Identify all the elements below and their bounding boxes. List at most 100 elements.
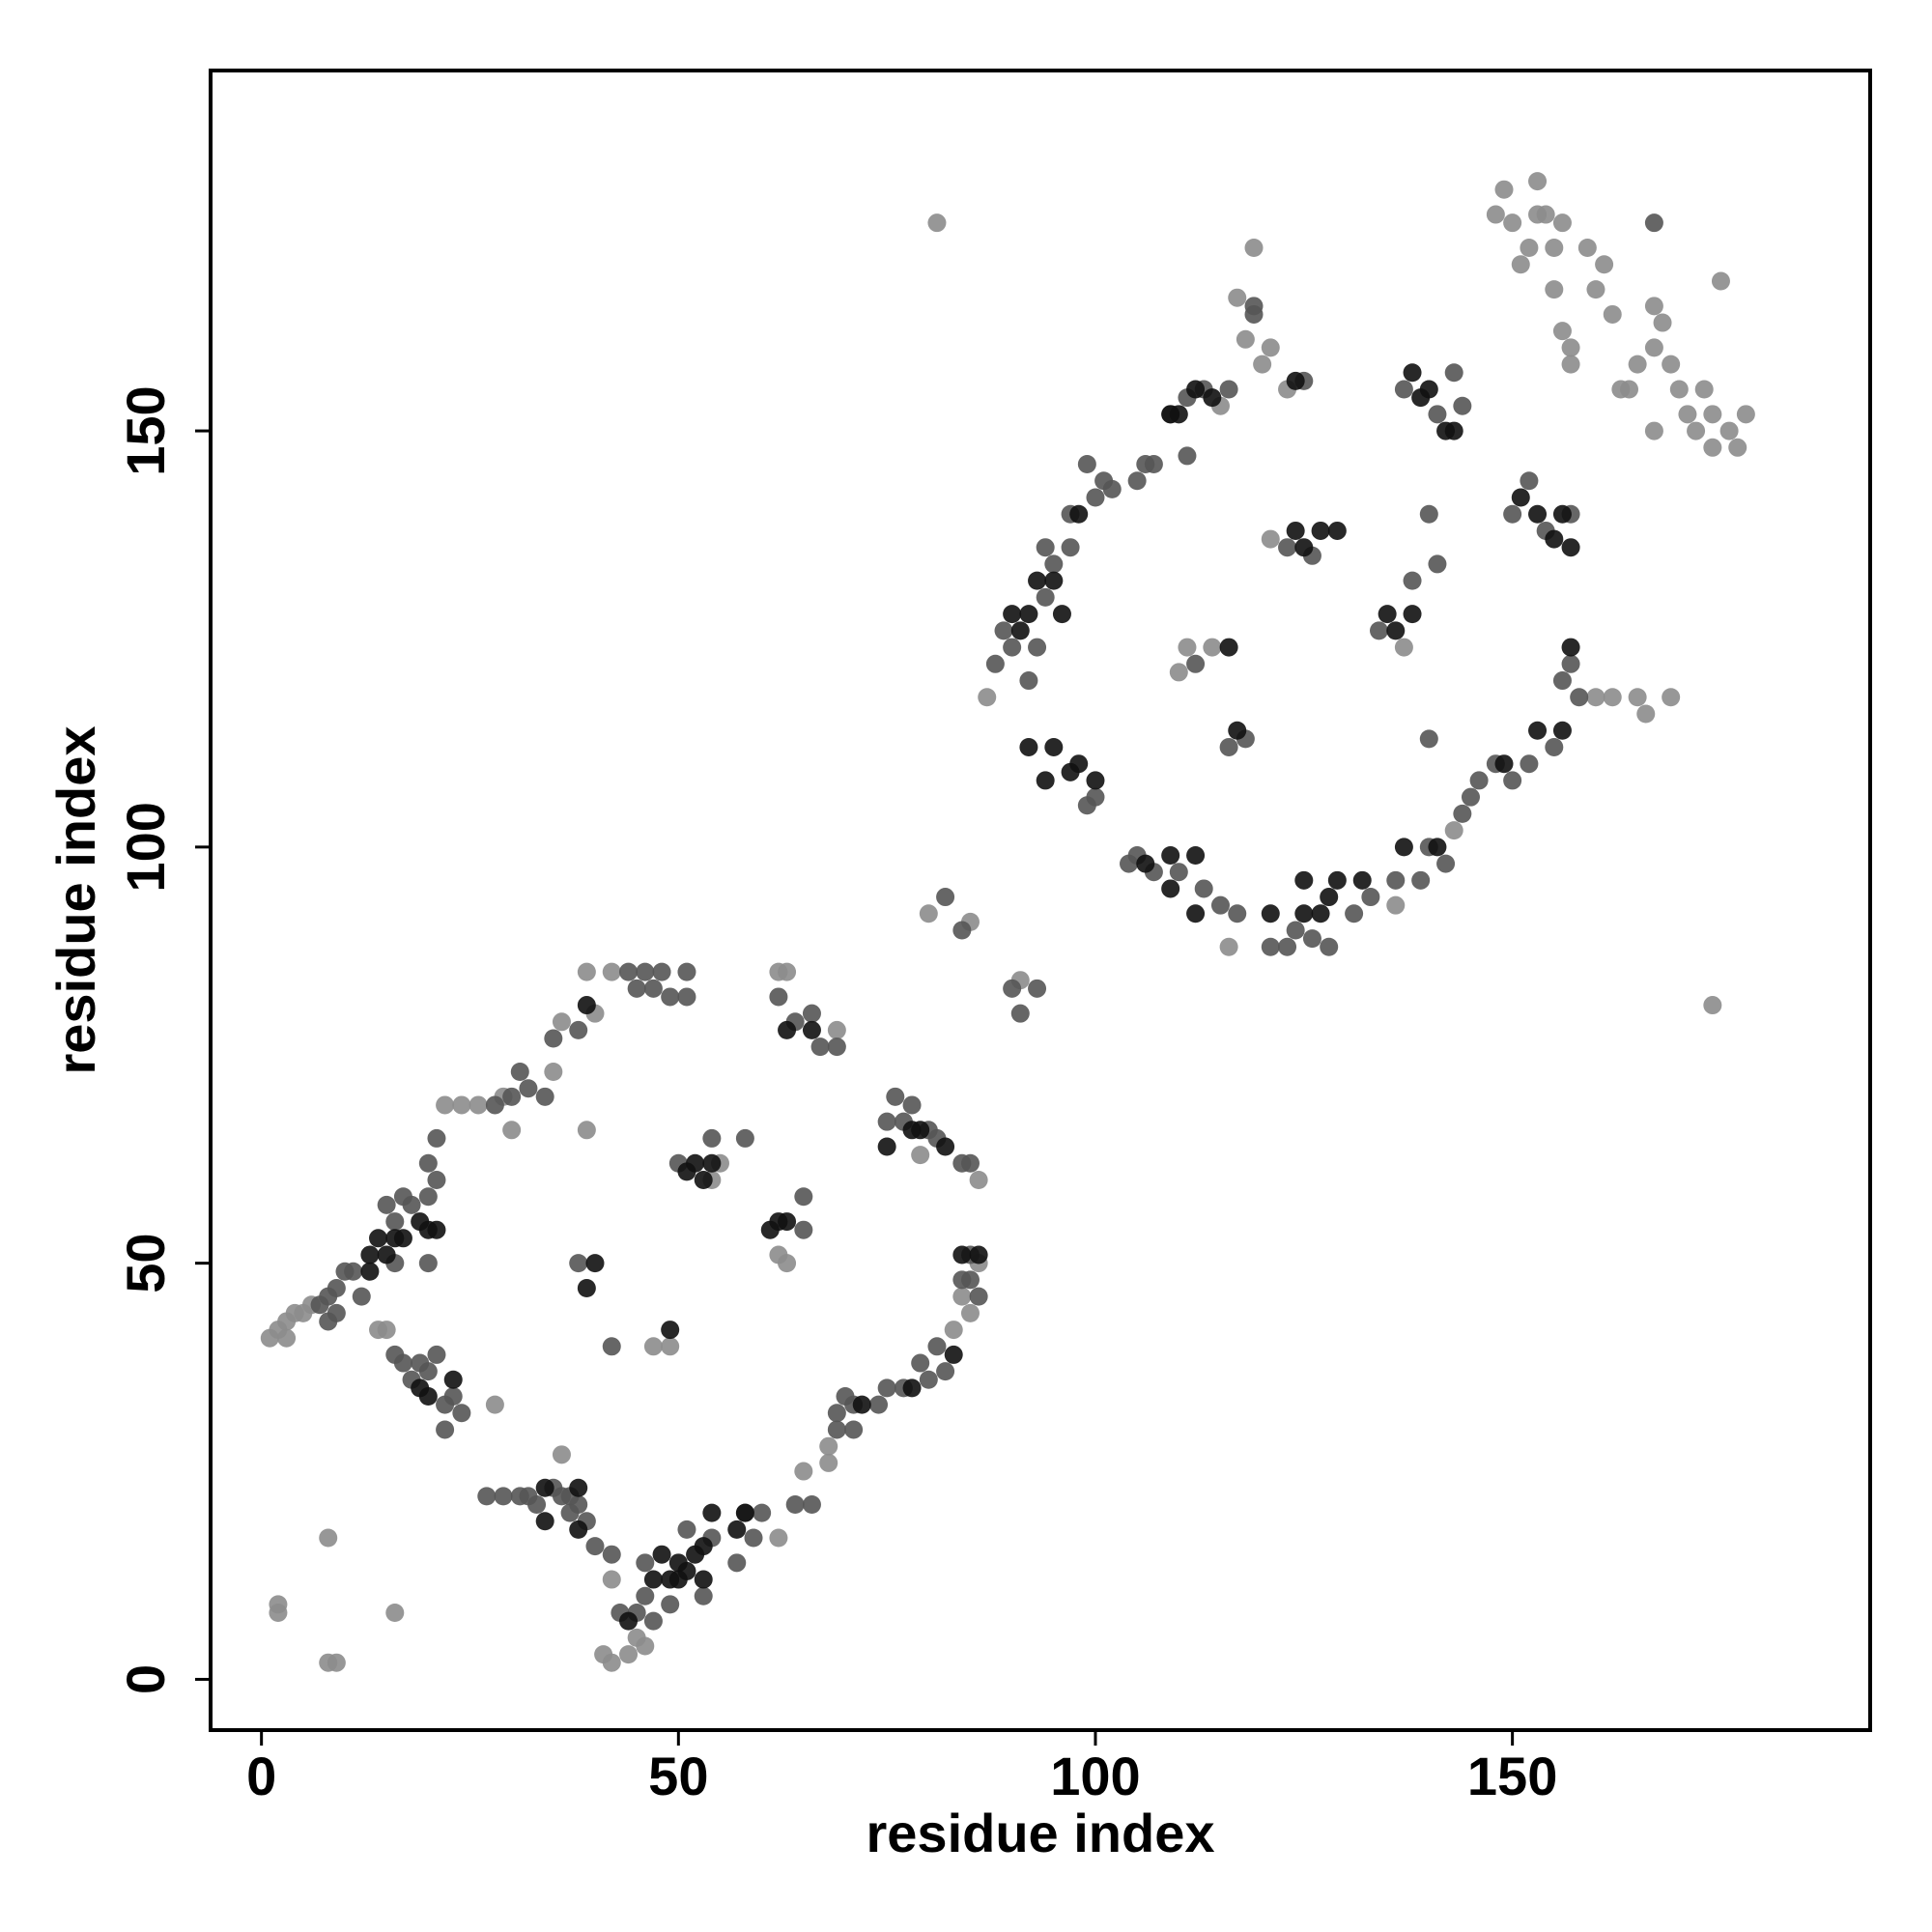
point [385, 1345, 405, 1364]
point [1419, 729, 1438, 749]
point [902, 1095, 922, 1115]
point [427, 1345, 446, 1364]
point [1453, 804, 1472, 823]
point [1436, 854, 1456, 873]
point [552, 1012, 571, 1032]
point [886, 1087, 905, 1106]
point [1545, 239, 1564, 258]
point [1361, 888, 1380, 907]
point [502, 1121, 522, 1140]
point [1703, 438, 1722, 457]
point [1311, 904, 1330, 923]
point [1711, 271, 1730, 291]
point [1444, 421, 1463, 440]
point [352, 1287, 371, 1306]
point [1019, 737, 1038, 756]
point [627, 979, 646, 998]
point [1636, 704, 1656, 724]
point [753, 1503, 772, 1522]
point [436, 1095, 455, 1115]
point [385, 1604, 405, 1623]
point [1687, 421, 1706, 440]
point [1169, 405, 1188, 424]
point [1453, 396, 1472, 415]
point [1703, 405, 1722, 424]
point [1561, 638, 1580, 657]
point [577, 996, 596, 1015]
point [469, 1095, 488, 1115]
point [1411, 870, 1431, 890]
point [1203, 388, 1222, 408]
point [436, 1420, 455, 1439]
point [1428, 405, 1447, 424]
point [1302, 929, 1321, 949]
point [1561, 338, 1580, 357]
point [1219, 380, 1238, 399]
point [677, 1561, 696, 1580]
y-tick-label: 100 [115, 802, 176, 892]
point [694, 1570, 713, 1589]
y-tick-label: 150 [115, 385, 176, 475]
point [952, 1287, 972, 1306]
point [952, 1245, 972, 1264]
point [485, 1095, 504, 1115]
point [1036, 538, 1055, 557]
point [735, 1128, 754, 1148]
point [1719, 421, 1739, 440]
point [577, 962, 596, 981]
point [1386, 621, 1406, 640]
point [802, 1495, 821, 1515]
point [569, 1520, 588, 1539]
point [919, 1370, 938, 1389]
point [1320, 888, 1339, 907]
point [477, 1487, 497, 1506]
point [418, 1254, 438, 1273]
point [978, 688, 997, 707]
point [794, 1187, 813, 1207]
point [418, 1387, 438, 1406]
point [1394, 380, 1413, 399]
point [810, 1037, 830, 1057]
point [1294, 538, 1314, 557]
point [686, 1153, 705, 1173]
point [969, 1170, 988, 1189]
point [269, 1604, 288, 1623]
point [1577, 239, 1597, 258]
point [643, 1337, 663, 1356]
point [418, 1187, 438, 1207]
point [936, 888, 955, 907]
point [702, 1503, 722, 1522]
point [1052, 605, 1071, 624]
point [785, 1495, 805, 1515]
point [277, 1328, 297, 1348]
point [636, 1586, 655, 1605]
point [1520, 754, 1539, 774]
point [1552, 322, 1572, 341]
point [661, 1321, 680, 1340]
point [1127, 471, 1147, 491]
point [1244, 297, 1264, 316]
point [327, 1278, 346, 1297]
point [952, 1270, 972, 1290]
point [652, 962, 671, 981]
point [369, 1229, 388, 1248]
plot-frame [209, 69, 1872, 1732]
point [602, 1545, 621, 1564]
point [1511, 488, 1530, 507]
point [585, 1537, 605, 1556]
point [1219, 638, 1238, 657]
point [1586, 688, 1605, 707]
point [360, 1262, 380, 1281]
point [1352, 870, 1372, 890]
point [1678, 405, 1697, 424]
point [1278, 937, 1297, 956]
point [1036, 771, 1055, 790]
point [427, 1220, 446, 1239]
point [960, 1303, 980, 1322]
point [1520, 239, 1539, 258]
point [1528, 721, 1548, 740]
point [643, 979, 663, 998]
point [836, 1387, 855, 1406]
point [452, 1095, 471, 1115]
point [535, 1512, 554, 1531]
